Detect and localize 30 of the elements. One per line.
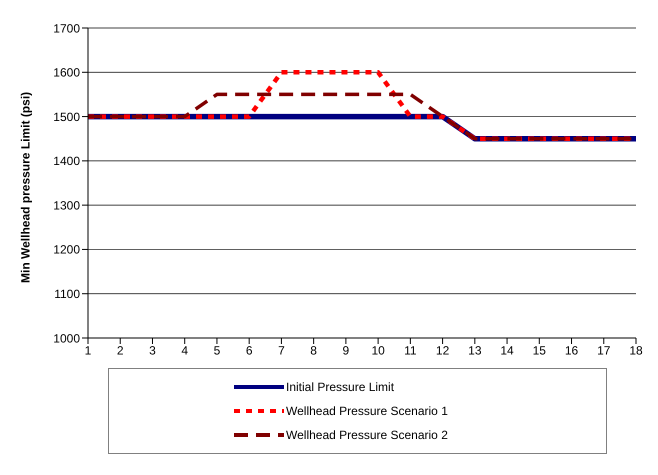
y-tick-label: 1200	[53, 242, 80, 257]
x-tick-label: 7	[278, 344, 286, 358]
x-tick-label: 11	[404, 344, 417, 358]
y-tick-label: 1400	[53, 154, 80, 168]
y-axis-title: Min Wellhead pressure Limit (psi)	[18, 92, 32, 283]
legend-label: Wellhead Pressure Scenario 2	[286, 428, 448, 442]
y-tick-label: 1700	[53, 21, 80, 36]
x-tick-label: 6	[246, 344, 253, 358]
x-tick-label: 14	[500, 344, 514, 358]
y-tick-label: 1000	[53, 331, 80, 346]
y-tick-label: 1100	[54, 286, 80, 301]
x-tick-label: 1	[84, 344, 92, 358]
x-tick-label: 12	[436, 344, 450, 358]
x-tick-label: 10	[371, 344, 386, 358]
legend-label: Wellhead Pressure Scenario 1	[286, 404, 448, 418]
x-tick-label: 5	[214, 344, 221, 358]
x-tick-label: 15	[532, 344, 546, 358]
x-tick-label: 18	[629, 344, 643, 358]
x-tick-label: 3	[149, 344, 156, 358]
x-tick-label: 13	[468, 344, 482, 358]
legend-label: Initial Pressure Limit	[286, 380, 394, 394]
x-tick-label: 9	[342, 344, 350, 358]
y-tick-label: 1300	[53, 198, 80, 212]
y-tick-label: 1600	[53, 66, 80, 80]
x-tick-label: 17	[597, 344, 611, 358]
x-tick-label: 8	[310, 344, 318, 358]
x-tick-label: 2	[116, 344, 124, 358]
x-tick-label: 4	[181, 344, 188, 358]
x-tick-label: 16	[564, 344, 579, 358]
y-tick-label: 1500	[53, 110, 80, 124]
